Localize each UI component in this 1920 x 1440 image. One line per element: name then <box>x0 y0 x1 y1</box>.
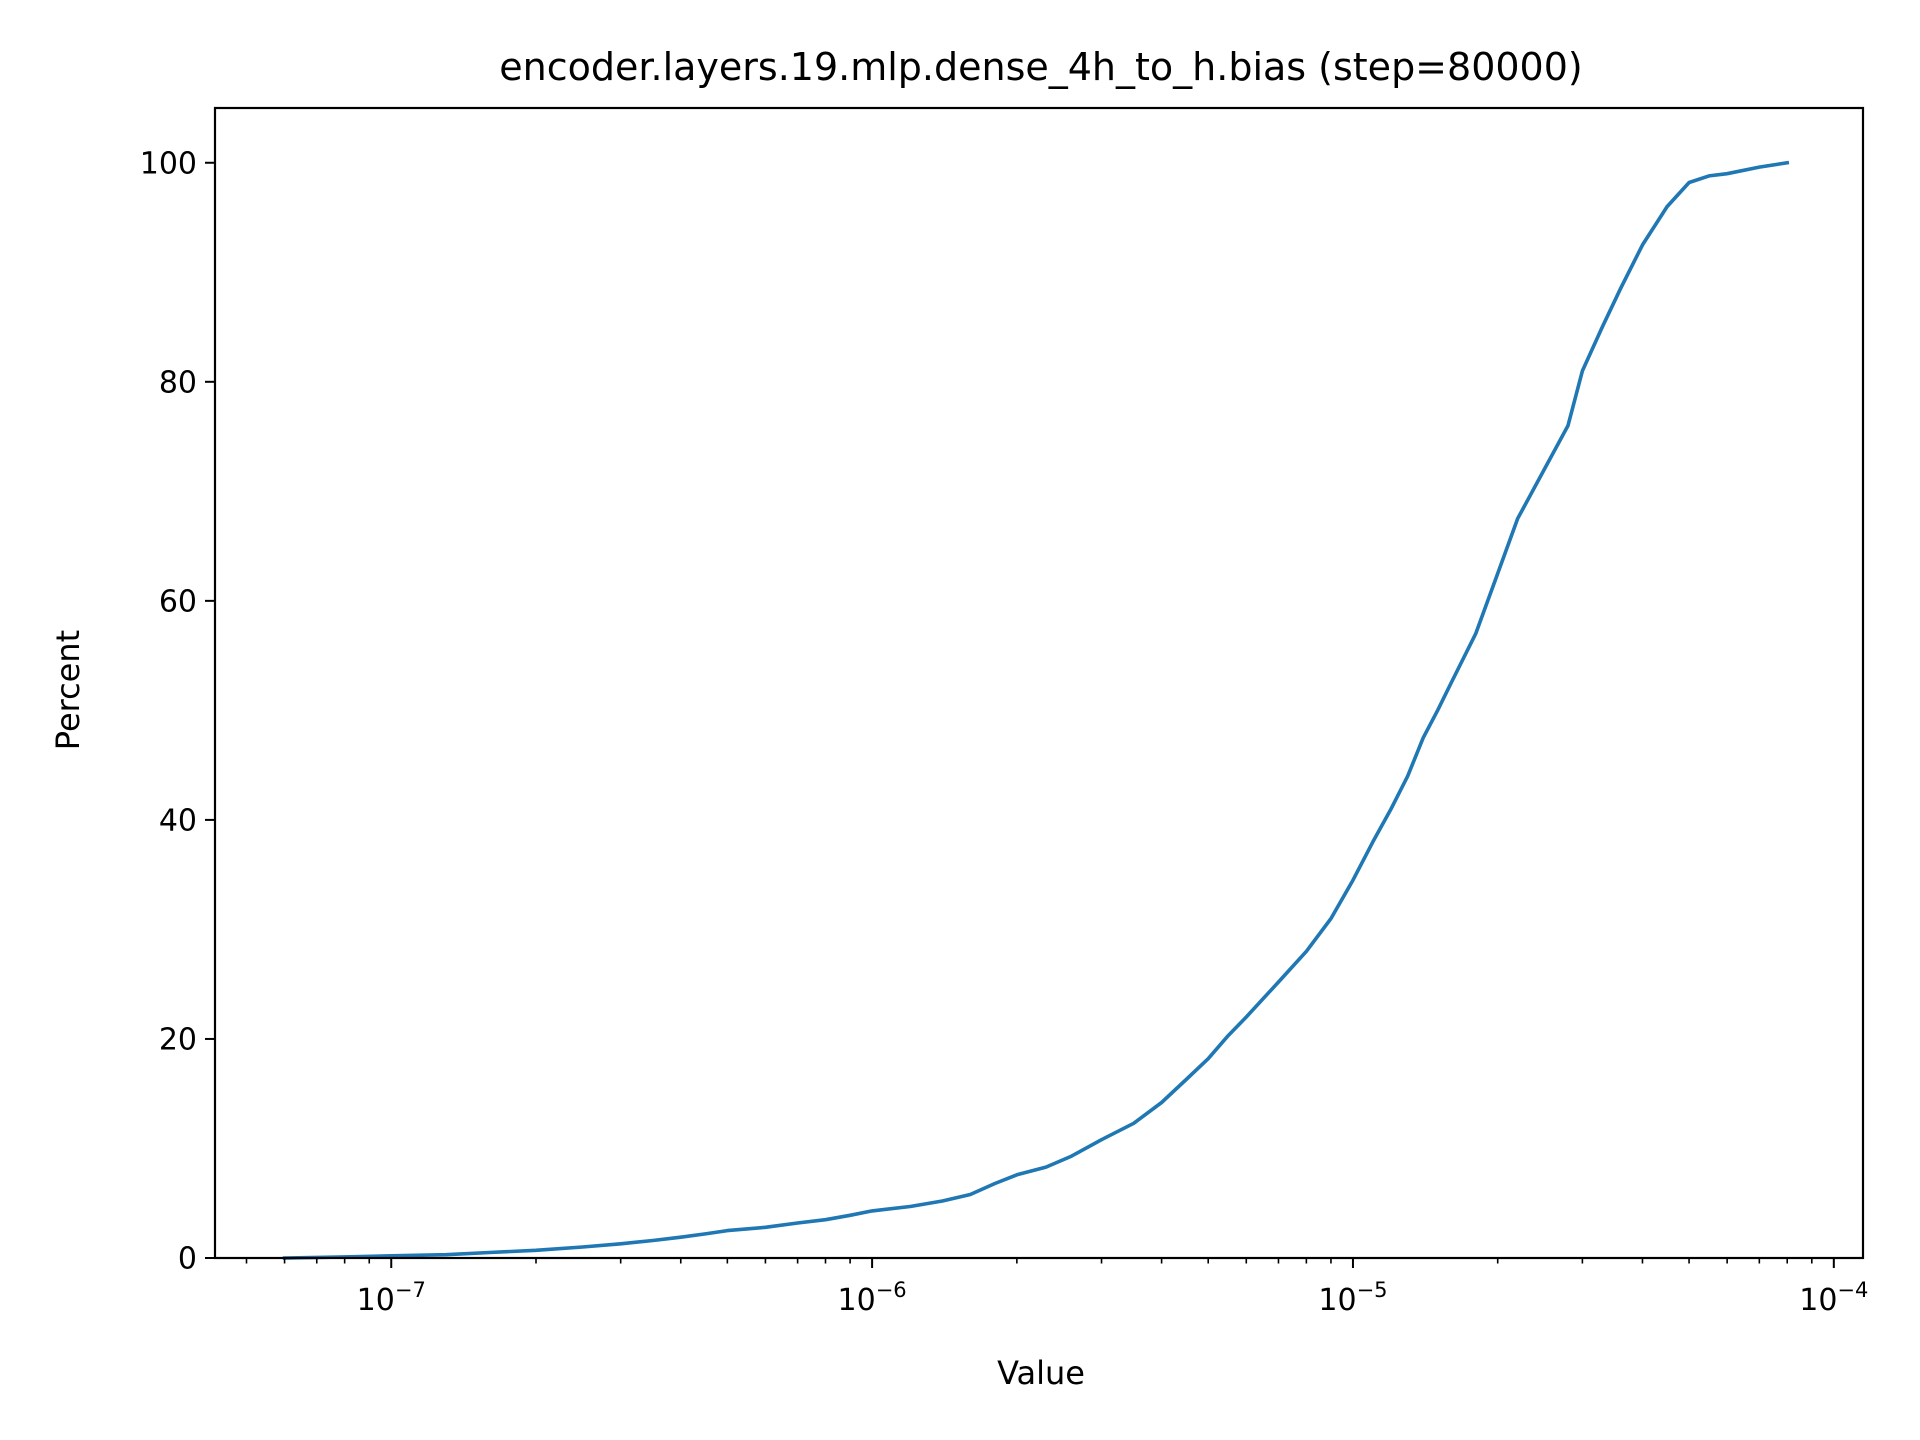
y-tick-label: 20 <box>159 1022 197 1057</box>
y-tick-label: 80 <box>159 365 197 400</box>
chart-title: encoder.layers.19.mlp.dense_4h_to_h.bias… <box>499 45 1582 89</box>
series-line-0 <box>282 160 1790 1260</box>
y-axis-ticks: 0 20 40 60 80 100 <box>140 146 215 1277</box>
y-tick-label: 100 <box>140 146 197 181</box>
x-axis-label: Value <box>997 1354 1085 1392</box>
x-axis-ticks: 10−7 10−6 10−5 10−4 <box>245 1258 1868 1318</box>
x-tick-label: 10−4 <box>1799 1278 1868 1318</box>
x-tick-label: 10−5 <box>1318 1278 1387 1318</box>
x-tick-label: 10−7 <box>357 1278 426 1318</box>
plot-area <box>282 160 1790 1260</box>
axes-frame <box>213 106 1865 1260</box>
y-tick-label: 60 <box>159 584 197 619</box>
y-tick-label: 40 <box>159 803 197 838</box>
y-axis-label: Percent <box>49 630 87 750</box>
y-tick-label: 0 <box>178 1242 197 1277</box>
x-tick-label: 10−6 <box>838 1278 907 1318</box>
